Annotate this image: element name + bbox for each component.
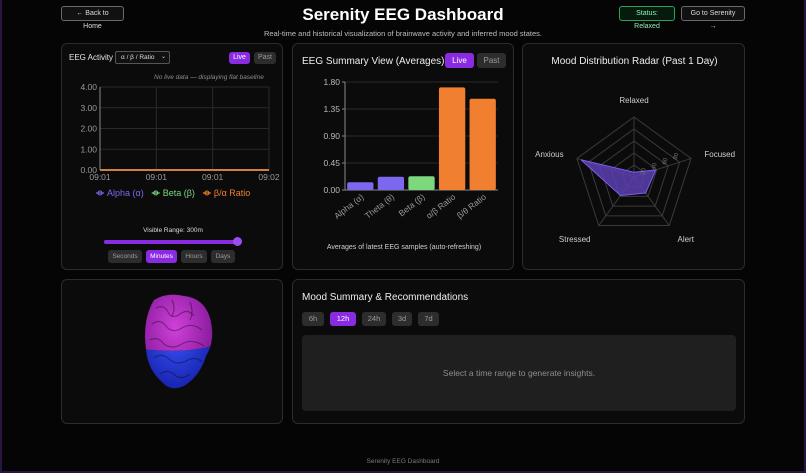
eeg-activity-title: EEG Activity (69, 53, 114, 62)
chevron-down-icon: ⌄ (160, 54, 166, 60)
mood-radar-title: Mood Distribution Radar (Past 1 Day) (551, 56, 718, 67)
bar-y-tick: 0.45 (323, 158, 340, 168)
line-x-tick: 09:01 (89, 172, 111, 182)
page-subtitle: Real-time and historical visualization o… (263, 29, 543, 38)
radar-r-tick: 60 (662, 157, 670, 166)
line-x-tick: 09:01 (202, 172, 224, 182)
line-y-tick: 3.00 (80, 103, 97, 113)
radar-grid-ring (576, 116, 692, 227)
legend-marker (204, 190, 210, 196)
radar-axis-label: Anxious (535, 150, 563, 159)
bar-y-tick: 0.00 (323, 185, 340, 195)
visible-range-label: Visible Range: 300m (143, 227, 203, 234)
insights-placeholder: Select a time range to generate insights… (302, 335, 736, 411)
mood-radar-panel: Mood Distribution Radar (Past 1 Day) Rel… (522, 43, 745, 270)
activity-live-toggle[interactable]: Live (229, 52, 250, 64)
bar-4[interactable] (469, 98, 496, 190)
radar-grid-ring (599, 140, 669, 207)
baseline-note: No live data — displaying flat baseline (154, 74, 264, 81)
line-y-tick: 1.00 (80, 144, 97, 154)
bar-3[interactable] (438, 87, 466, 190)
visible-range-fill (104, 240, 238, 244)
bar-y-tick: 1.35 (323, 104, 340, 114)
brain-3d-model[interactable] (132, 290, 222, 395)
unit-button-days[interactable]: Days (211, 250, 235, 263)
line-x-tick: 09:01 (146, 172, 168, 182)
line-legend-item[interactable]: Alpha (α) (96, 188, 144, 198)
brain-lower (145, 342, 213, 389)
radar-axis-label: Focused (704, 150, 735, 159)
mood-radar-chart: Relaxed Focused Alert Stressed Anxious 20406… (535, 96, 735, 244)
radar-grid-ring (587, 128, 681, 217)
metric-select-value: α / β / Ratio (121, 54, 155, 61)
page-title: Serenity EEG Dashboard (302, 5, 504, 24)
bar-2[interactable] (408, 176, 435, 190)
range-button-7d[interactable]: 7d (418, 312, 439, 326)
brain-visualization-panel (61, 279, 283, 424)
legend-marker (97, 190, 103, 196)
radar-r-tick: 40 (651, 162, 659, 171)
bar-x-tick: β/θ Ratio (455, 192, 488, 221)
range-button-12h[interactable]: 12h (330, 312, 356, 326)
bar-x-tick: Theta (θ) (363, 192, 396, 221)
bar-y-tick: 1.80 (323, 77, 340, 87)
radar-r-tick: 80 (673, 152, 681, 161)
eeg-activity-panel: EEG Activity α / β / Ratio ⌄ Live Past N… (61, 43, 283, 270)
legend-label: Alpha (α) (107, 188, 144, 198)
bar-x-tick: Alpha (α) (332, 192, 366, 221)
line-x-tick: 09:02 (258, 172, 280, 182)
bar-y-tick: 0.90 (323, 131, 340, 141)
range-button-24h[interactable]: 24h (362, 312, 386, 326)
footer-text: Serenity EEG Dashboard (366, 458, 440, 465)
unit-button-seconds[interactable]: Seconds (108, 250, 142, 263)
mood-summary-panel: Mood Summary & Recommendations 6h 12h 24h 3… (292, 279, 745, 424)
range-button-3d[interactable]: 3d (392, 312, 412, 326)
range-button-6h[interactable]: 6h (302, 312, 324, 326)
eeg-bar-chart: 0.00 0.45 0.90 1.35 1.80 Alpha (α)Theta (θ) B… (323, 77, 498, 221)
radar-grid-ring (610, 152, 658, 197)
activity-past-toggle[interactable]: Past (254, 52, 276, 64)
visible-range-thumb[interactable] (233, 237, 242, 246)
brain-folds (149, 299, 205, 379)
unit-button-minutes[interactable]: Minutes (146, 250, 177, 263)
visible-range-slider[interactable] (104, 237, 242, 246)
summary-past-toggle[interactable]: Past (477, 53, 506, 68)
legend-label: Beta (β) (163, 188, 195, 198)
radar-area[interactable] (580, 159, 657, 196)
line-y-tick: 2.00 (80, 124, 97, 134)
radar-r-tick: 20 (640, 167, 648, 176)
summary-live-toggle[interactable]: Live (445, 53, 474, 68)
summary-caption: Averages of latest EEG samples (auto-ref… (326, 244, 482, 251)
radar-axis-label: Relaxed (619, 96, 648, 105)
line-legend-item[interactable]: Beta (β) (151, 188, 195, 198)
bar-0[interactable] (347, 182, 374, 190)
eeg-summary-title: EEG Summary View (Averages) (302, 56, 445, 67)
back-to-home-button[interactable]: ← Back to Home (61, 6, 124, 30)
eeg-summary-panel: EEG Summary View (Averages) Live Past 0.… (292, 43, 514, 270)
radar-axis-label: Stressed (559, 235, 591, 244)
legend-marker (153, 190, 159, 196)
bar-x-tick: α/β Ratio (424, 192, 457, 221)
line-y-tick: 4.00 (80, 82, 97, 92)
eeg-line-chart: 0.00 1.00 2.00 3.00 4.00 09:01 09:01 09:01 09:0… (80, 82, 280, 198)
line-legend-item[interactable]: β/α Ratio (202, 188, 250, 198)
bar-1[interactable] (377, 176, 405, 190)
unit-button-hours[interactable]: Hours (181, 250, 207, 263)
metric-select[interactable]: α / β / Ratio ⌄ (115, 51, 170, 64)
brain-upper (145, 294, 213, 351)
mood-summary-title: Mood Summary & Recommendations (302, 292, 469, 303)
bar-x-tick: Beta (β) (397, 192, 427, 219)
status-badge: Status: Relaxed (619, 6, 675, 30)
go-to-serenity-button[interactable]: Go to Serenity → (681, 6, 745, 30)
line-y-tick: 0.00 (80, 165, 97, 175)
legend-label: β/α Ratio (214, 188, 250, 198)
radar-axis-label: Alert (677, 235, 694, 244)
